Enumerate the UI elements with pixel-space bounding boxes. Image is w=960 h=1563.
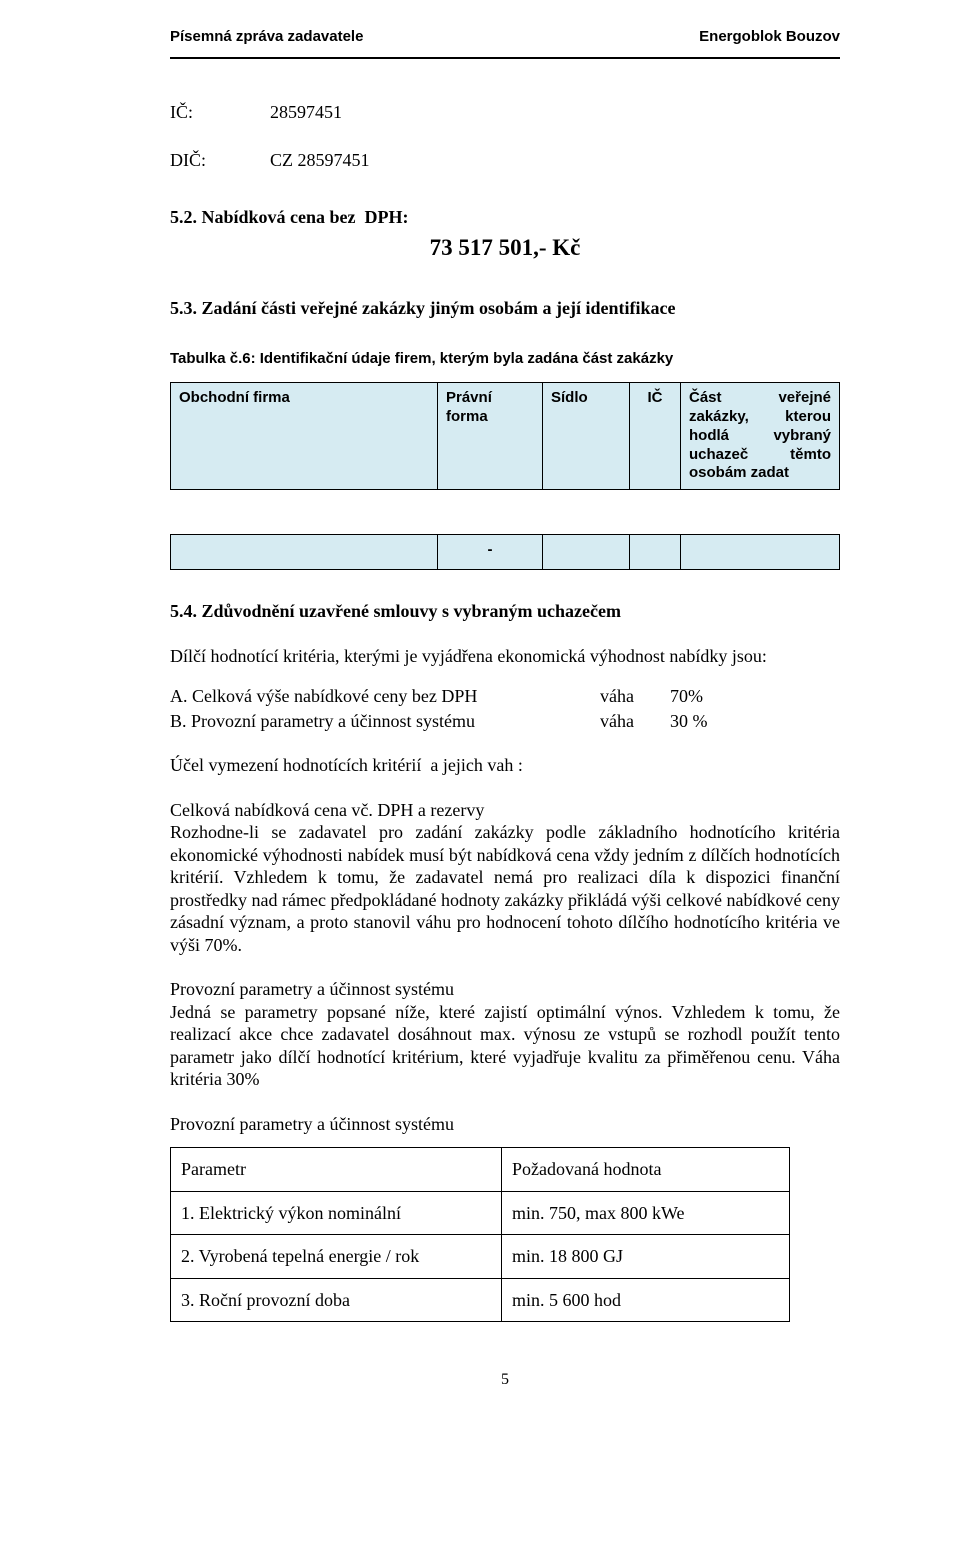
parameters-table: Parametr Požadovaná hodnota 1. Elektrick… — [170, 1147, 790, 1322]
header-right: Energoblok Bouzov — [699, 28, 840, 47]
criterion-b-label: B. Provozní parametry a účinnost systému — [170, 710, 600, 733]
table-6-cell-3 — [543, 535, 630, 570]
table-6-cell-2: - — [438, 535, 543, 570]
criterion-b-waha: váha — [600, 710, 670, 733]
ic-row: IČ: 28597451 — [170, 101, 840, 124]
param-header-b: Požadovaná hodnota — [502, 1148, 790, 1192]
page-number: 5 — [170, 1370, 840, 1390]
table-row: 3. Roční provozní doba min. 5 600 hod — [171, 1278, 790, 1322]
section-5-2-title: 5.2. Nabídková cena bez DPH: — [170, 206, 840, 229]
table-6-cell-1 — [171, 535, 438, 570]
table-row: 2. Vyrobená tepelná energie / rok min. 1… — [171, 1235, 790, 1279]
section-5-3-title: 5.3. Zadání části veřejné zakázky jiným … — [170, 297, 840, 320]
table-6-gap — [171, 490, 840, 535]
table-6-header-firma: Obchodní firma — [171, 383, 438, 490]
header-rule — [170, 57, 840, 59]
p2-body: Jedná se parametry popsané níže, které z… — [170, 1001, 840, 1091]
header-left: Písemná zpráva zadavatele — [170, 28, 363, 47]
criterion-a-waha: váha — [600, 685, 670, 708]
criterion-a-label: A. Celková výše nabídkové ceny bez DPH — [170, 685, 600, 708]
param-header-a: Parametr — [171, 1148, 502, 1192]
dic-value: CZ 28597451 — [270, 149, 370, 172]
offer-price: 73 517 501,- Kč — [170, 234, 840, 263]
param-row1-b: min. 750, max 800 kWe — [502, 1191, 790, 1235]
param-row3-a: 3. Roční provozní doba — [171, 1278, 502, 1322]
p3-title: Provozní parametry a účinnost systému — [170, 1113, 840, 1136]
table-6-cell-4 — [630, 535, 681, 570]
table-6-header-sidlo: Sídlo — [543, 383, 630, 490]
table-6-header-ic: IČ — [630, 383, 681, 490]
ic-label: IČ: — [170, 101, 270, 124]
table-6-caption: Tabulka č.6: Identifikační údaje firem, … — [170, 350, 840, 369]
table-row: 1. Elektrický výkon nominální min. 750, … — [171, 1191, 790, 1235]
criterion-a-value: 70% — [670, 685, 703, 708]
purpose-title: Účel vymezení hodnotících kritérií a jej… — [170, 754, 840, 777]
table-6-cell-5 — [681, 535, 840, 570]
section-5-4-title: 5.4. Zdůvodnění uzavřené smlouvy s vybra… — [170, 600, 840, 623]
dic-row: DIČ: CZ 28597451 — [170, 149, 840, 172]
ic-value: 28597451 — [270, 101, 342, 124]
criterion-row-b: B. Provozní parametry a účinnost systému… — [170, 710, 840, 733]
table-6: Obchodní firma Právní forma Sídlo IČ Čás… — [170, 382, 840, 570]
criteria-intro: Dílčí hodnotící kritéria, kterými je vyj… — [170, 645, 840, 668]
param-row3-b: min. 5 600 hod — [502, 1278, 790, 1322]
param-row2-a: 2. Vyrobená tepelná energie / rok — [171, 1235, 502, 1279]
table-6-header-forma: Právní forma — [438, 383, 543, 490]
p1-title: Celková nabídková cena vč. DPH a rezervy — [170, 799, 840, 822]
table-6-header-cast: Část veřejné zakázky, kterou hodlá vybra… — [681, 383, 840, 490]
dic-label: DIČ: — [170, 149, 270, 172]
p2-title: Provozní parametry a účinnost systému — [170, 978, 840, 1001]
criterion-b-value: 30 % — [670, 710, 708, 733]
param-row1-a: 1. Elektrický výkon nominální — [171, 1191, 502, 1235]
param-row2-b: min. 18 800 GJ — [502, 1235, 790, 1279]
p1-body: Rozhodne-li se zadavatel pro zadání zaká… — [170, 821, 840, 956]
criterion-row-a: A. Celková výše nabídkové ceny bez DPH v… — [170, 685, 840, 708]
